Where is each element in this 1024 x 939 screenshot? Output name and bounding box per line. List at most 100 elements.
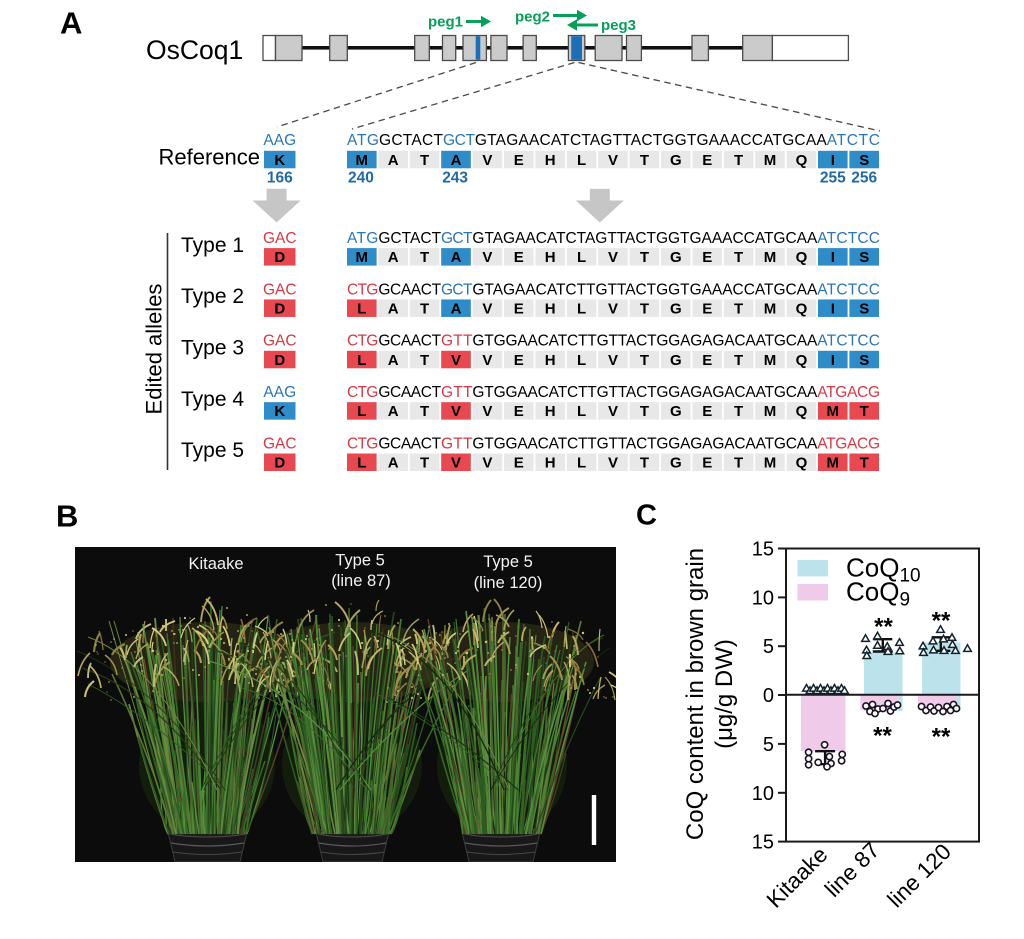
svg-text:S: S [859, 300, 869, 317]
svg-text:GTGGAACATCTTGTTACTGGAGAGACAATG: GTGGAACATCTTGTTACTGGAGAGACAATGCAA [472, 384, 818, 401]
svg-text:GCTACT: GCTACT [378, 230, 441, 247]
svg-text:T: T [420, 455, 429, 472]
svg-text:V: V [608, 300, 618, 317]
svg-text:(line 120): (line 120) [474, 574, 543, 592]
svg-text:GTAGAACATCTTGTTACTGGTGAAACCATG: GTAGAACATCTTGTTACTGGTGAAACCATGCAA [472, 281, 818, 298]
svg-text:ATG: ATG [347, 132, 379, 149]
svg-text:A: A [451, 249, 462, 266]
svg-text:166: 166 [267, 170, 293, 187]
svg-text:Kitaake: Kitaake [188, 555, 243, 573]
svg-text:Type 3: Type 3 [181, 337, 244, 360]
svg-text:A: A [388, 300, 399, 317]
svg-text:AAG: AAG [263, 132, 296, 149]
svg-text:H: H [545, 152, 556, 169]
svg-text:I: I [831, 300, 835, 317]
svg-text:I: I [831, 352, 835, 369]
svg-text:C: C [636, 500, 657, 532]
svg-text:Type 5: Type 5 [483, 553, 533, 571]
svg-text:T: T [640, 455, 649, 472]
svg-text:V: V [482, 352, 492, 369]
svg-text:D: D [274, 300, 285, 317]
svg-text:M: M [356, 249, 369, 266]
svg-text:GCTACT: GCTACT [379, 132, 443, 149]
svg-text:V: V [608, 455, 618, 472]
svg-text:H: H [545, 352, 556, 369]
svg-text:M: M [764, 300, 777, 317]
svg-text:ATCTC: ATCTC [827, 132, 880, 149]
svg-text:M: M [764, 403, 777, 420]
svg-text:A: A [388, 455, 399, 472]
svg-text:S: S [859, 352, 869, 369]
svg-text:T: T [640, 403, 649, 420]
svg-text:peg3: peg3 [601, 17, 636, 34]
svg-text:E: E [514, 249, 524, 266]
svg-text:AAG: AAG [263, 384, 296, 401]
svg-text:M: M [764, 352, 777, 369]
svg-text:E: E [514, 403, 524, 420]
svg-text:T: T [640, 300, 649, 317]
svg-text:G: G [670, 249, 682, 266]
svg-text:**: ** [932, 608, 951, 635]
svg-text:ATGACG: ATGACG [817, 384, 880, 401]
svg-text:V: V [482, 403, 492, 420]
svg-text:peg2: peg2 [515, 8, 550, 25]
svg-text:V: V [451, 403, 461, 420]
svg-text:M: M [764, 152, 777, 169]
svg-text:GAC: GAC [263, 435, 297, 452]
svg-text:H: H [545, 249, 556, 266]
svg-text:ATCTCC: ATCTCC [817, 230, 880, 247]
svg-text:**: ** [932, 724, 951, 751]
svg-text:(μg/g DW): (μg/g DW) [711, 639, 738, 749]
svg-text:5: 5 [763, 734, 774, 756]
svg-text:G: G [670, 152, 682, 169]
svg-text:A: A [388, 403, 399, 420]
svg-text:V: V [608, 249, 618, 266]
svg-text:V: V [608, 152, 618, 169]
svg-text:D: D [274, 455, 285, 472]
svg-text:240: 240 [348, 170, 374, 187]
svg-text:D: D [274, 249, 285, 266]
svg-text:H: H [545, 403, 556, 420]
svg-text:L: L [357, 455, 366, 472]
svg-text:G: G [670, 352, 682, 369]
svg-text:CoQ10: CoQ10 [846, 553, 921, 587]
svg-text:Q: Q [796, 403, 808, 420]
svg-text:T: T [734, 403, 743, 420]
svg-text:G: G [670, 455, 682, 472]
svg-text:Q: Q [796, 455, 808, 472]
svg-text:M: M [764, 249, 777, 266]
svg-text:L: L [577, 249, 586, 266]
svg-text:E: E [514, 455, 524, 472]
svg-text:5: 5 [763, 636, 774, 658]
svg-text:Type 1: Type 1 [181, 234, 244, 257]
svg-text:T: T [640, 352, 649, 369]
svg-text:GTGGAACATCTTGTTACTGGAGAGACAATG: GTGGAACATCTTGTTACTGGAGAGACAATGCAA [472, 333, 818, 350]
svg-text:E: E [702, 300, 712, 317]
svg-text:L: L [577, 352, 586, 369]
svg-text:V: V [482, 249, 492, 266]
svg-text:Q: Q [796, 249, 808, 266]
svg-text:V: V [608, 403, 618, 420]
svg-text:E: E [702, 455, 712, 472]
svg-text:GTT: GTT [441, 333, 473, 350]
svg-text:GCT: GCT [441, 230, 473, 247]
svg-text:I: I [831, 152, 835, 169]
svg-text:GTAGAACATCTAGTTACTGGTGAAACCATG: GTAGAACATCTAGTTACTGGTGAAACCATGCAA [472, 230, 818, 247]
svg-text:B: B [56, 499, 78, 534]
svg-text:10: 10 [752, 783, 774, 805]
svg-text:K: K [274, 403, 285, 420]
svg-text:(line 87): (line 87) [331, 572, 391, 590]
svg-text:GTGGAACATCTTGTTACTGGAGAGACAATG: GTGGAACATCTTGTTACTGGAGAGACAATGCAA [472, 435, 818, 452]
svg-text:T: T [640, 249, 649, 266]
svg-text:T: T [860, 403, 869, 420]
svg-text:GTAGAACATCTAGTTACTGGTGAAACCATG: GTAGAACATCTAGTTACTGGTGAAACCATGCAA [475, 132, 827, 149]
svg-text:15: 15 [752, 832, 774, 854]
svg-text:T: T [734, 352, 743, 369]
svg-text:T: T [734, 300, 743, 317]
svg-text:CTG: CTG [347, 384, 378, 401]
svg-text:M: M [764, 455, 777, 472]
svg-text:V: V [482, 455, 492, 472]
svg-text:T: T [420, 352, 429, 369]
svg-text:Type 5: Type 5 [181, 439, 244, 462]
svg-text:GCAACT: GCAACT [378, 281, 441, 298]
